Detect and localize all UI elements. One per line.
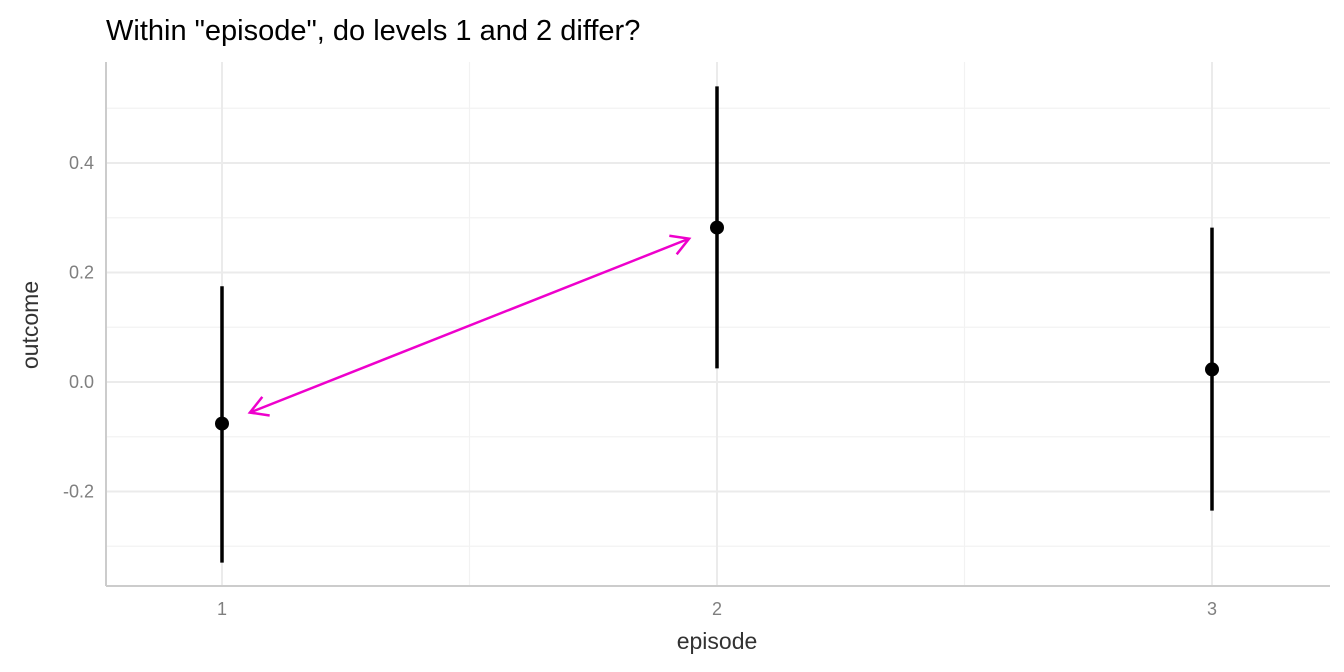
- y-tick-label: 0.0: [69, 372, 94, 392]
- x-tick-label: 1: [217, 599, 227, 619]
- comparison-arrow-line: [249, 237, 690, 414]
- chart-title: Within "episode", do levels 1 and 2 diff…: [106, 15, 640, 47]
- y-tick-label: -0.2: [63, 482, 94, 502]
- y-tick-label: 0.2: [69, 263, 94, 283]
- annotations: [247, 234, 692, 417]
- axes: -0.2 0.0 0.2 0.4 1 2 3: [63, 62, 1330, 619]
- x-axis-title: episode: [677, 628, 758, 654]
- x-tick-label: 2: [712, 599, 722, 619]
- x-tick-label: 3: [1207, 599, 1217, 619]
- data-marks: [215, 86, 1219, 563]
- y-axis-title: outcome: [17, 281, 43, 369]
- data-point: [710, 220, 724, 235]
- arrow-head-end: [669, 234, 692, 256]
- data-point: [1205, 362, 1219, 377]
- data-point: [215, 416, 229, 431]
- arrow-head-start: [247, 396, 270, 417]
- y-tick-label: 0.4: [69, 153, 94, 173]
